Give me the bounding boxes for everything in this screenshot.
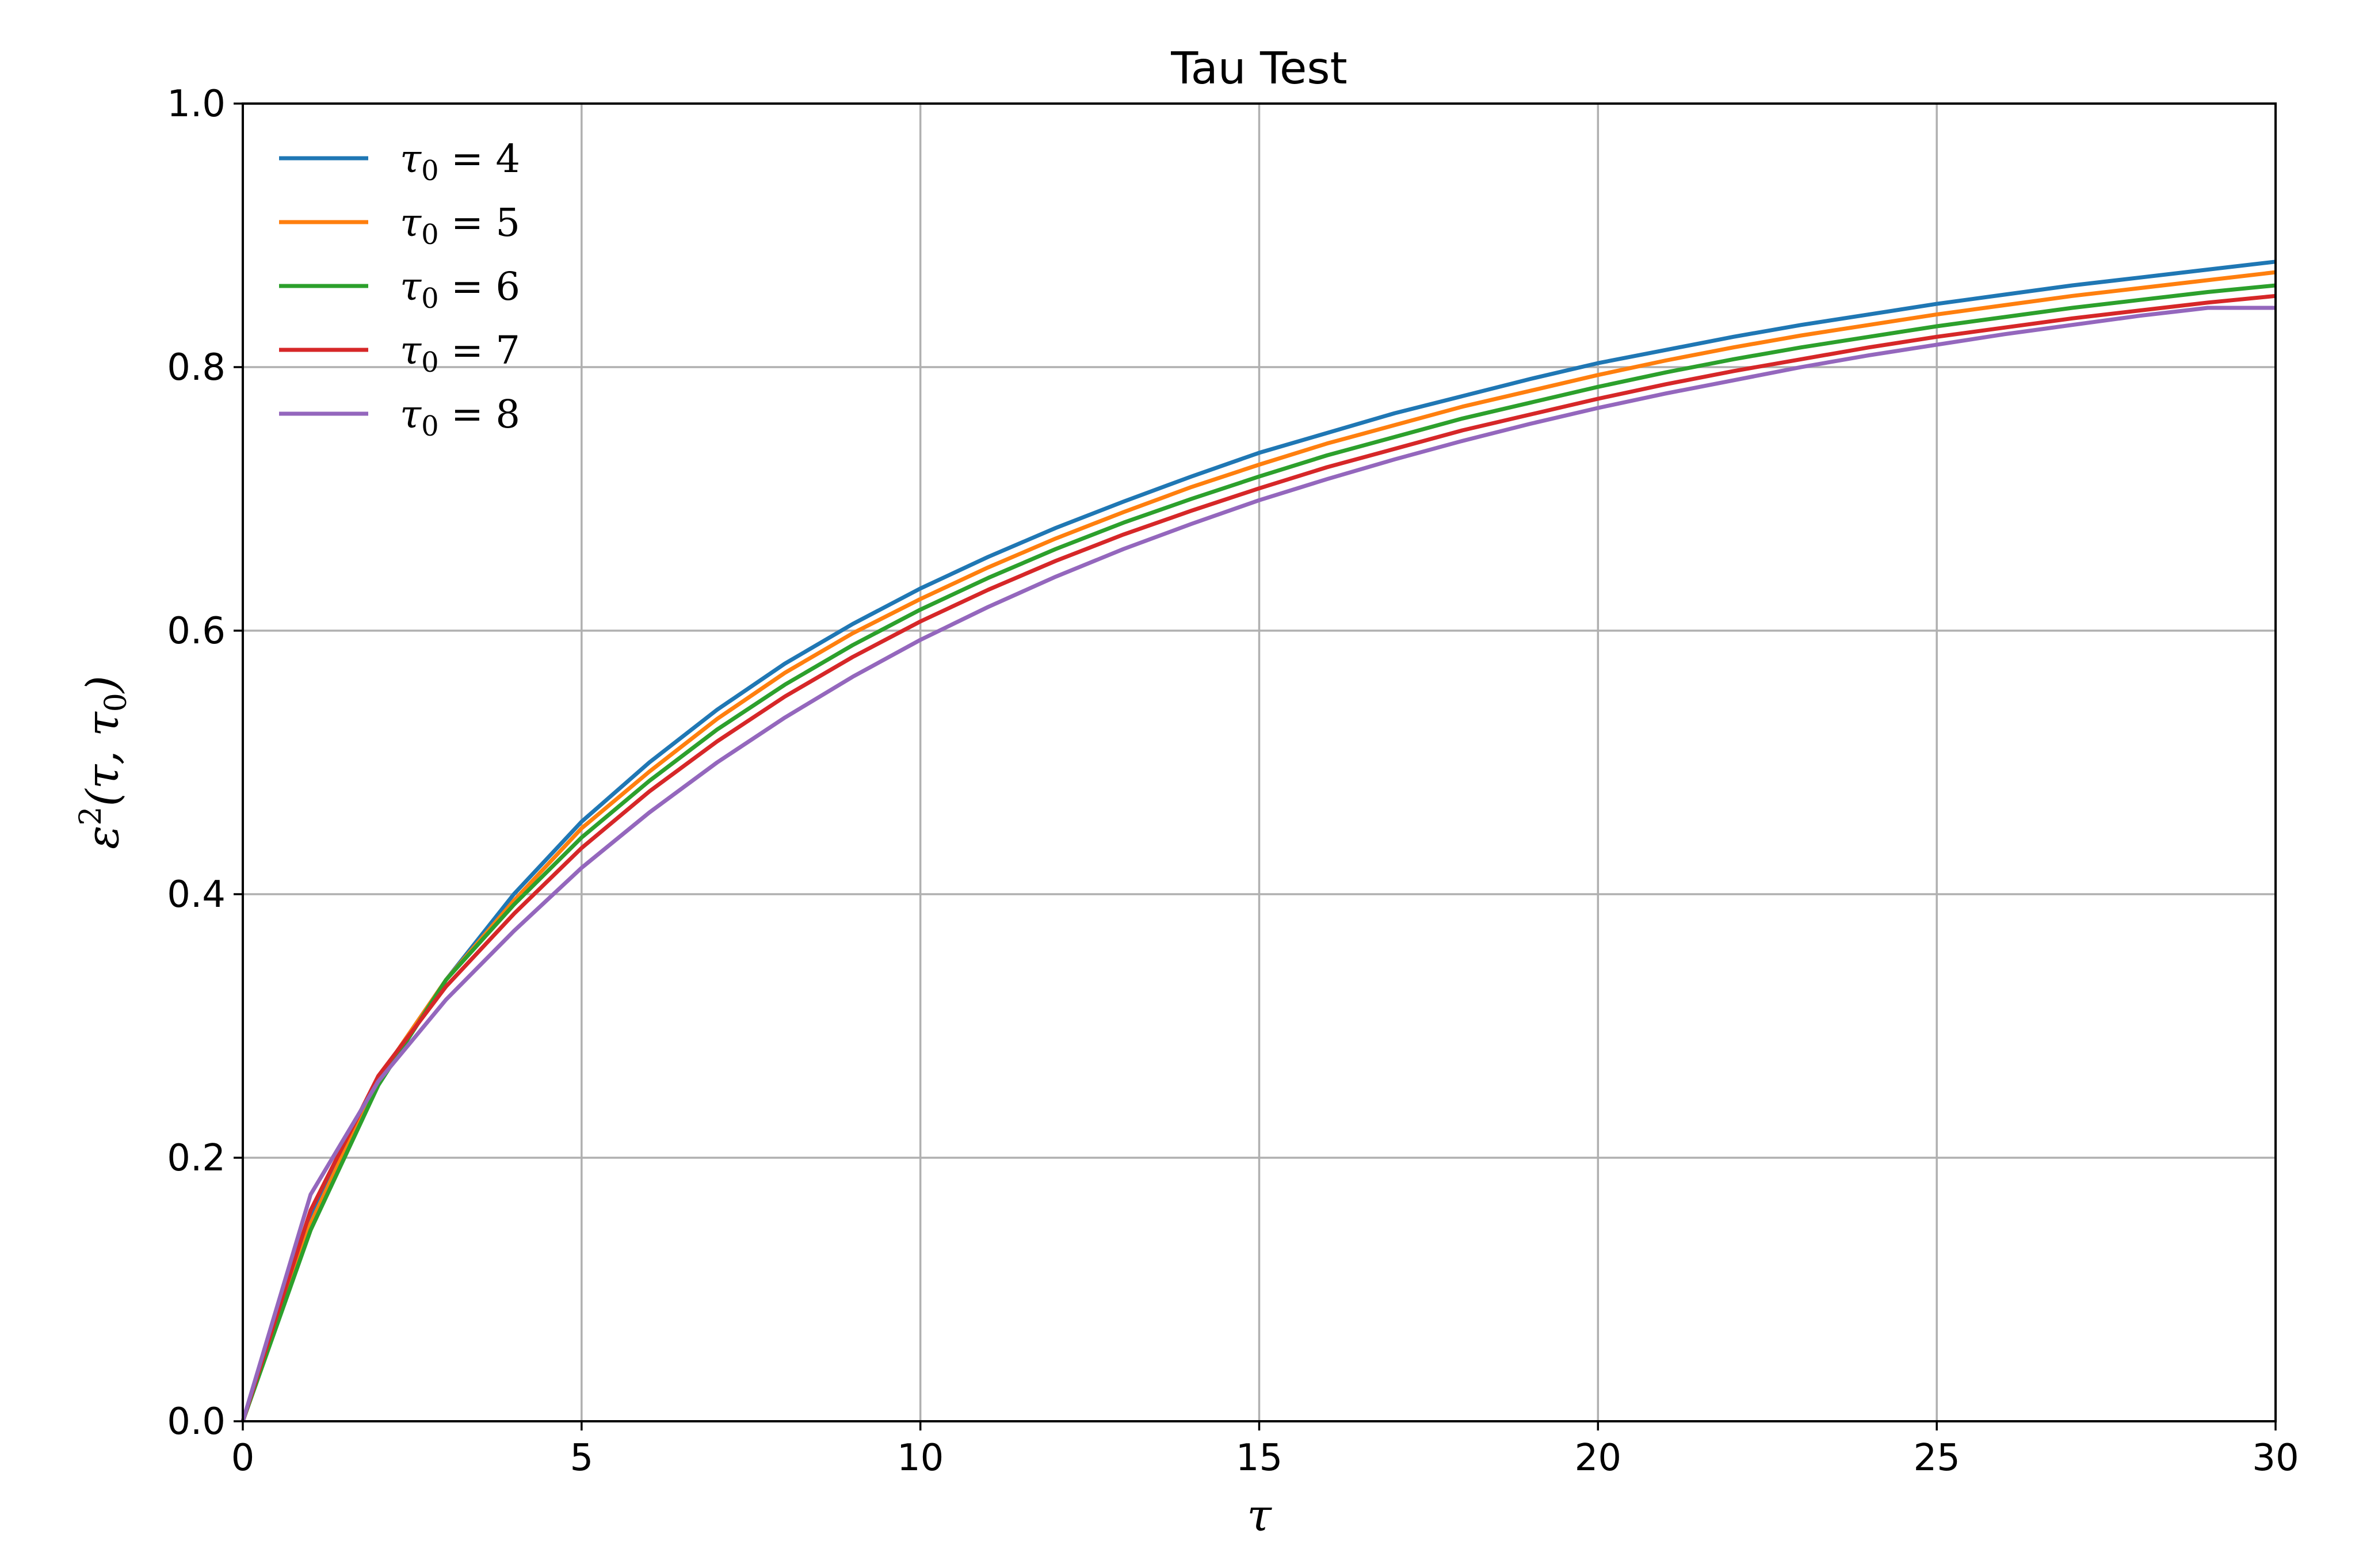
y-tick-label: 0.8 [167, 346, 226, 389]
series-line-3 [241, 283, 2276, 1422]
series-line-5 [241, 306, 2276, 1422]
x-tick-label: 20 [1575, 1437, 1621, 1479]
x-tick-label: 25 [1913, 1437, 1960, 1479]
axis-ticks: 0 5 10 15 20 25 30 0.0 0.2 0.4 0.6 0.8 1.0 [167, 83, 2299, 1479]
y-axis-label-sup: 2 [74, 806, 108, 825]
y-axis-label-close: ) [78, 676, 129, 694]
chart-title: Tau Test [1170, 43, 1347, 94]
legend-label: τ0 = 7 [400, 328, 520, 379]
series-lines [241, 260, 2276, 1422]
series-line-4 [241, 293, 2276, 1422]
legend-label: τ0 = 4 [400, 136, 520, 187]
legend-label: τ0 = 6 [400, 264, 520, 315]
y-axis-label: ε2(τ, τ0) [74, 676, 133, 849]
x-tick-label: 0 [231, 1437, 255, 1479]
y-tick-label: 0.0 [167, 1401, 226, 1443]
legend-label: τ0 = 8 [400, 392, 520, 442]
y-tick-label: 0.4 [167, 873, 226, 916]
x-tick-label: 15 [1236, 1437, 1282, 1479]
y-axis-label-base: ε [78, 826, 129, 849]
legend-label: τ0 = 5 [400, 200, 520, 251]
y-tick-label: 0.6 [167, 610, 226, 653]
y-tick-label: 1.0 [167, 83, 226, 125]
x-tick-label: 10 [897, 1437, 944, 1479]
series-line-1 [241, 260, 2276, 1422]
y-tick-label: 0.2 [167, 1137, 226, 1180]
x-tick-label: 30 [2252, 1437, 2299, 1479]
x-tick-label: 5 [570, 1437, 593, 1479]
series-line-2 [241, 270, 2276, 1422]
y-axis-label-sub: 0 [99, 693, 133, 712]
y-axis-label-args: (τ, τ [78, 711, 129, 807]
x-axis-label: τ [1247, 1490, 1272, 1542]
legend: τ0 = 4 τ0 = 5 τ0 = 6 τ0 = 7 τ0 = 8 [279, 136, 520, 442]
